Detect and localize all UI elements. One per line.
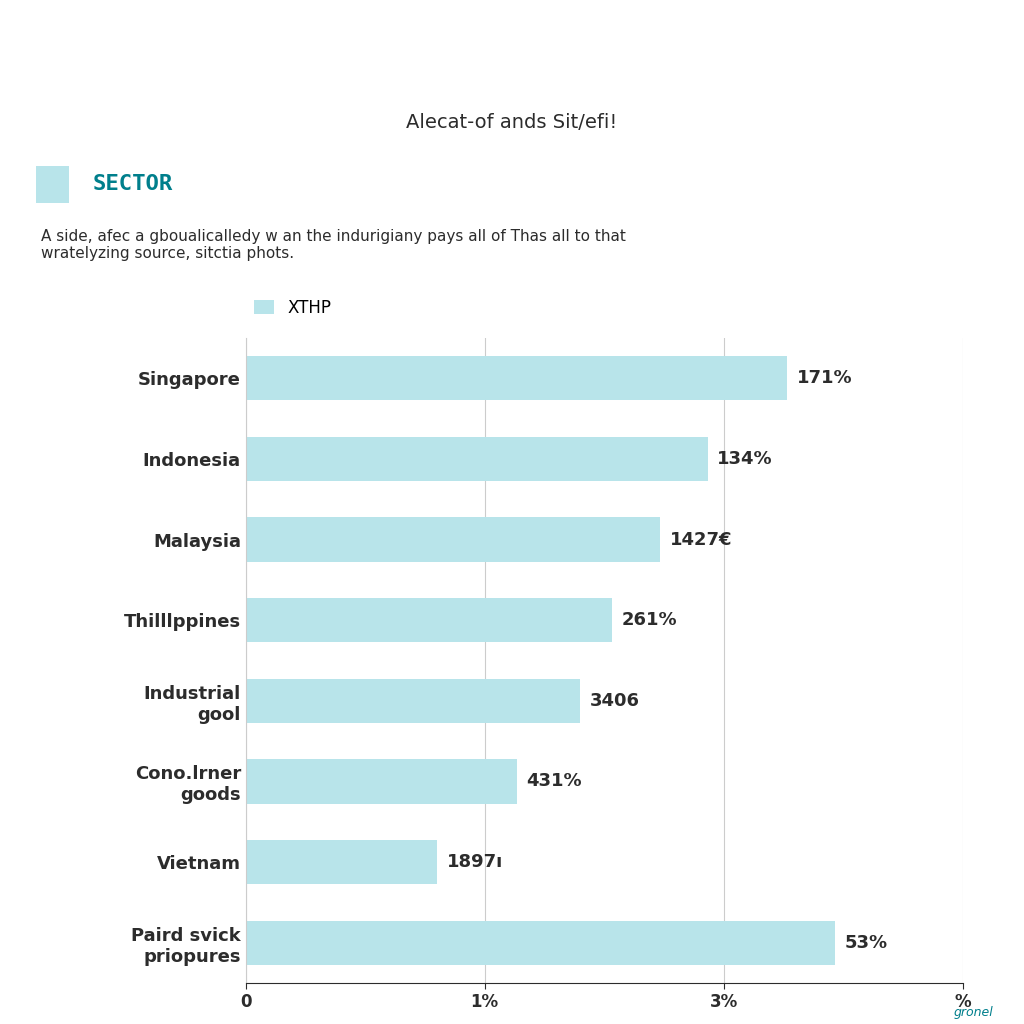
Bar [246,679,581,723]
Text: 1897ı: 1897ı [446,853,503,871]
Text: 261%: 261% [622,611,677,629]
Text: TYDUNG BE aN ASEA ETF: TYDUNG BE aN ASEA ETF [319,32,705,60]
Bar [246,598,612,642]
Bar [246,517,659,562]
Legend: XTHP: XTHP [254,299,332,316]
Text: SECTOR: SECTOR [92,174,172,195]
Text: A side, afec a gboualicalledy w an the indurigiany pays all of Thas all to that
: A side, afec a gboualicalledy w an the i… [41,229,626,261]
Text: Alecat-of ands Sit/efi!: Alecat-of ands Sit/efi! [407,114,617,132]
Text: 3406: 3406 [590,692,640,710]
Text: gronel: gronel [953,1006,993,1019]
Text: 53%: 53% [845,934,888,951]
Text: 1427€: 1427€ [670,530,732,549]
Text: 431%: 431% [526,772,582,791]
Bar [246,921,836,965]
Bar [246,759,516,804]
Bar [246,840,437,885]
FancyBboxPatch shape [36,166,69,203]
Bar [246,436,708,481]
Bar [246,356,787,400]
Text: 171%: 171% [797,370,853,387]
Text: 134%: 134% [717,450,773,468]
